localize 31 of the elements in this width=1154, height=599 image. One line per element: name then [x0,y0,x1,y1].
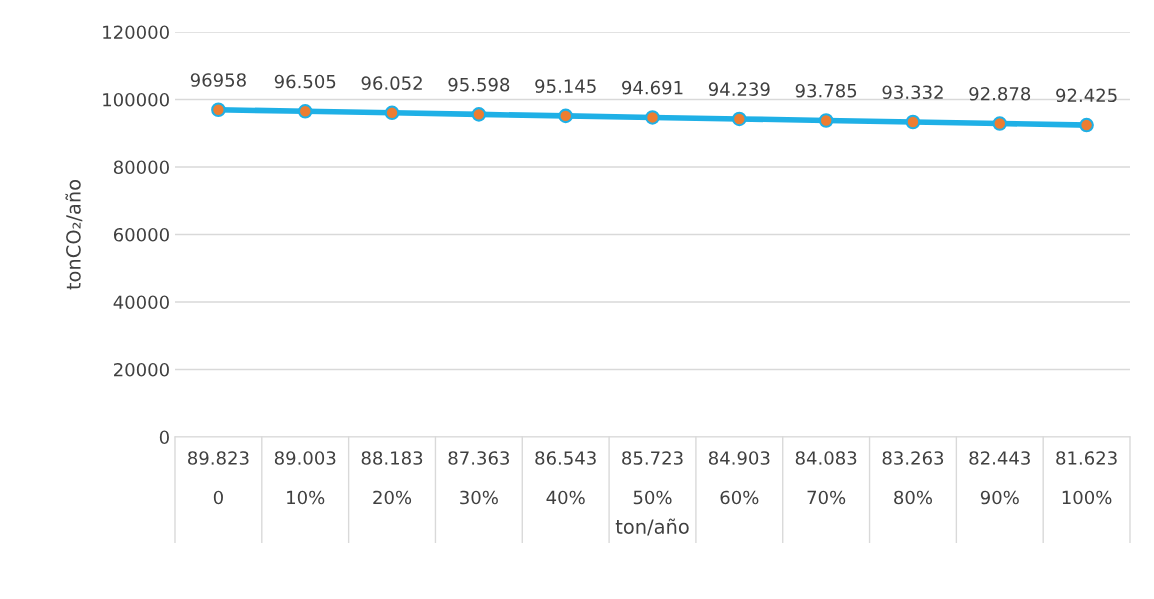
data-label: 96.052 [361,76,422,90]
y-tick-label: 20000 [114,362,169,377]
category-label: 86.543 40% [535,451,596,505]
category-label: 89.823 0 [188,451,249,505]
y-tick-label: 120000 [103,25,169,40]
category-label: 81.623 100% [1056,451,1117,505]
category-label: 89.003 10% [274,451,336,505]
y-tick-label: 60000 [113,227,169,242]
category-label: 83.263 80% [882,451,944,505]
data-label: 94.239 [708,82,770,96]
data-label: 96958 [190,73,246,87]
data-label: 92.425 [1056,88,1117,103]
y-tick-label: 0 [159,430,169,445]
data-label: 96.505 [274,74,336,89]
y-axis-title: tonCO₂/año [65,179,83,290]
data-label: 93.785 [795,83,857,98]
y-tick-label: 100000 [103,92,169,107]
data-label: 93.332 [882,85,943,100]
category-label: 87.363 30% [448,451,509,505]
category-label: 84.903 60% [708,451,770,505]
data-label: 94.691 [622,80,683,95]
category-label: 88.183 20% [361,451,423,505]
category-label: 85.723 50% [622,451,683,505]
category-label: 82.443 90% [969,451,1030,505]
data-label: 95.145 [535,79,596,93]
y-tick-label: 40000 [113,295,169,310]
category-label: 84.083 70% [795,451,857,505]
y-tick-label: 80000 [113,160,169,175]
data-label: 95.598 [448,77,510,92]
x-axis-title: ton/año [615,518,689,536]
data-label: 92.878 [969,86,1031,101]
